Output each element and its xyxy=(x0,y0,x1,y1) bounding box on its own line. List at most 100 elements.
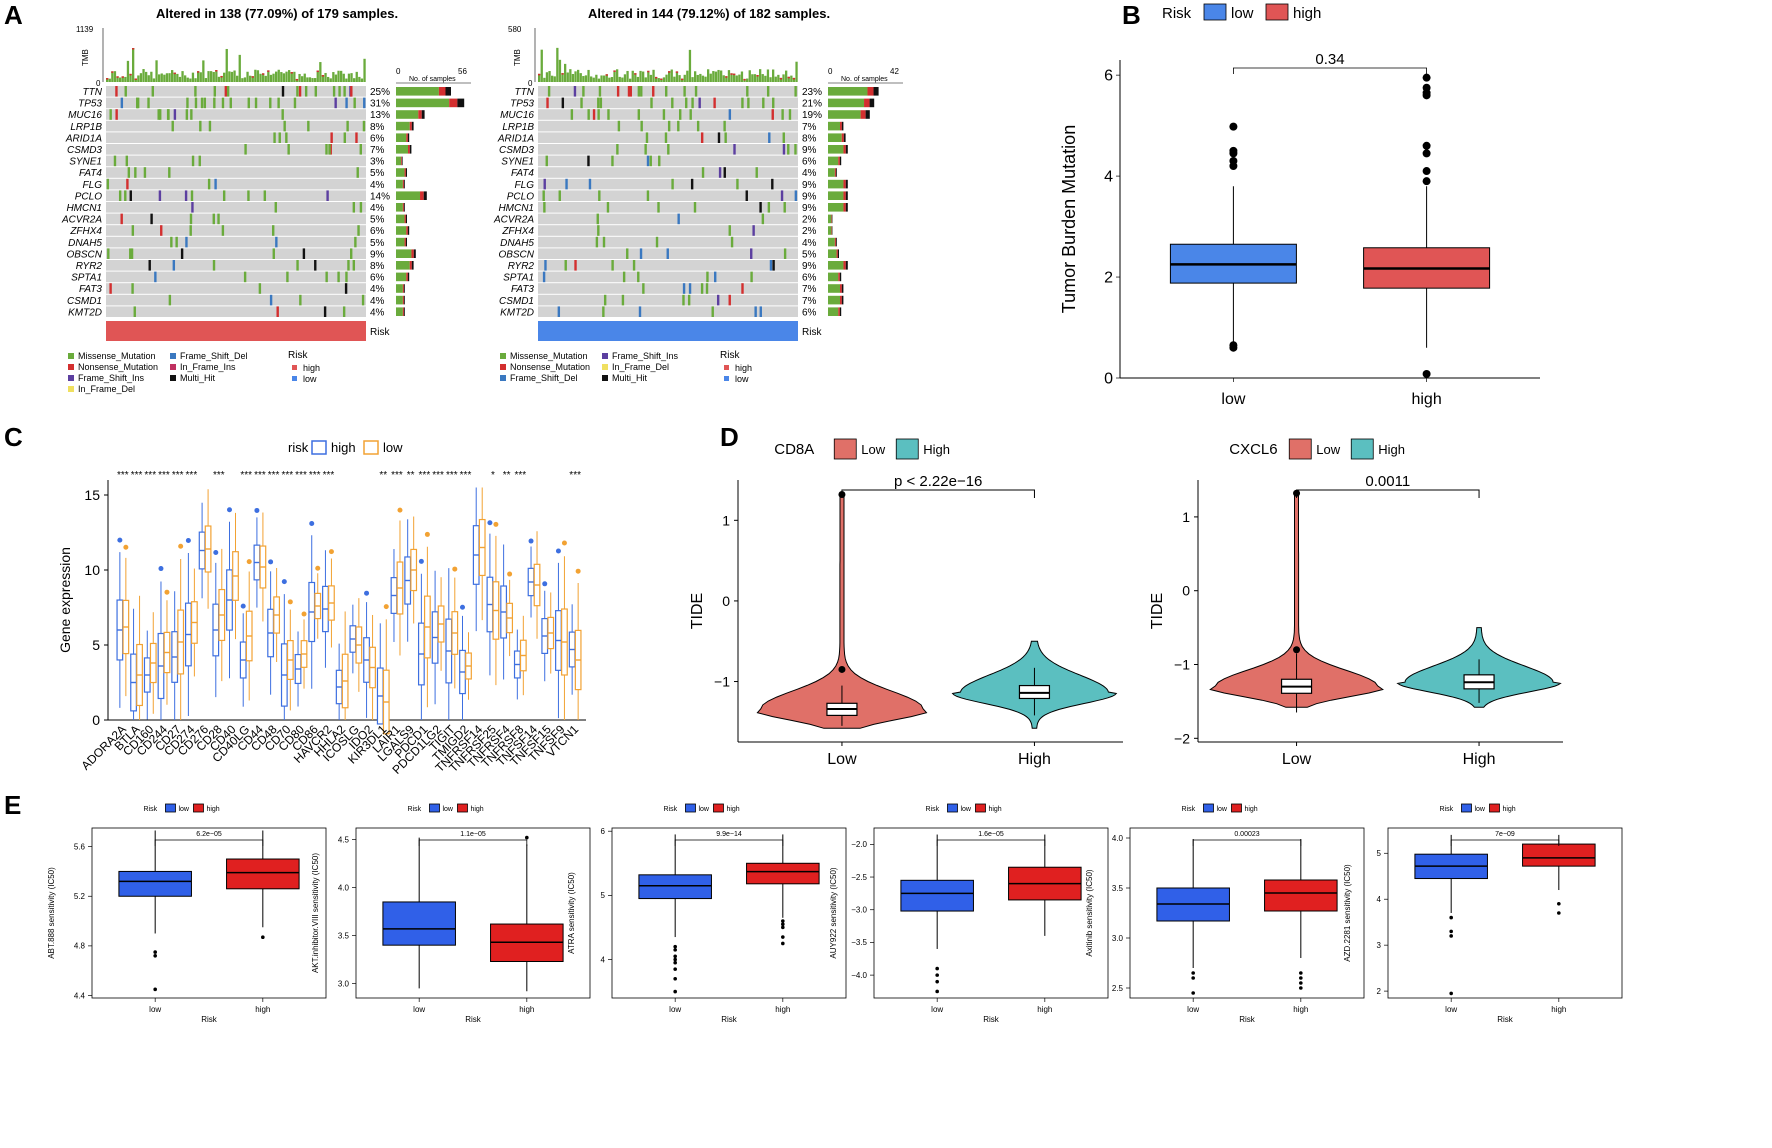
mutation-cell xyxy=(768,132,771,143)
gene-label: TTN xyxy=(515,87,535,98)
sample-bar xyxy=(873,87,879,96)
x-tick-label: Low xyxy=(1282,751,1312,768)
mutation-cell xyxy=(767,202,771,213)
tmb-bar xyxy=(171,70,174,82)
sample-bar xyxy=(396,156,402,166)
mutation-cell xyxy=(691,97,694,109)
sample-bar xyxy=(835,168,837,177)
mutation-cell xyxy=(772,260,775,271)
outlier-point xyxy=(1229,341,1238,350)
tmb-bar xyxy=(132,48,135,82)
legend-swatch xyxy=(685,803,696,813)
mutation-cell xyxy=(278,132,281,143)
mutation-cell xyxy=(664,132,668,143)
sample-bar xyxy=(843,133,846,142)
tmb-bar xyxy=(295,78,299,82)
mutation-cell xyxy=(171,120,174,132)
legend-label: low xyxy=(383,440,403,455)
gene-percent: 8% xyxy=(370,122,385,133)
tmb-bar xyxy=(355,71,358,82)
tmb-bar xyxy=(558,59,562,82)
sample-bar xyxy=(401,156,403,166)
mutation-cell xyxy=(269,294,273,306)
tmb-bar xyxy=(569,69,572,82)
gene-label: FAT3 xyxy=(511,284,534,295)
mutation-cell xyxy=(639,248,643,259)
gene-percent: 5% xyxy=(802,249,817,260)
significance-bracket xyxy=(1450,839,1560,846)
gene-percent: 5% xyxy=(370,168,385,179)
mutation-cell xyxy=(637,271,640,283)
gene-label: ZFHX4 xyxy=(69,226,102,237)
mutation-cell xyxy=(598,190,601,201)
tmb-bar xyxy=(730,73,733,82)
mutation-cell xyxy=(616,144,619,155)
tmb-bar-top xyxy=(538,73,541,76)
outlier-point xyxy=(227,507,232,513)
tmb-bar xyxy=(629,78,632,82)
mutation-cell xyxy=(650,97,653,109)
mutation-cell xyxy=(226,86,230,97)
tmb-bar xyxy=(121,76,124,82)
tmb-bar-top xyxy=(660,78,663,81)
mutation-cell xyxy=(733,144,736,155)
mutation-cell xyxy=(314,260,317,271)
gene-percent: 4% xyxy=(370,180,385,191)
sample-bar xyxy=(411,121,414,131)
legend-swatch xyxy=(602,364,608,370)
sample-bar xyxy=(407,272,410,282)
gene-row-bg xyxy=(538,167,798,178)
tmb-bar xyxy=(696,74,699,82)
tmb-bar xyxy=(704,76,707,82)
mutation-cell xyxy=(158,190,162,201)
gene-row-bg xyxy=(538,178,798,190)
outlier-point xyxy=(1422,141,1431,150)
sample-bar xyxy=(445,87,451,96)
outlier-point xyxy=(1299,976,1303,980)
mutation-cell xyxy=(587,155,590,167)
x-tick-label: High xyxy=(1018,751,1051,768)
gene-label: PCLO xyxy=(75,191,102,202)
gene-percent: 9% xyxy=(802,203,817,214)
y-axis-label: TIDE xyxy=(689,593,706,629)
gene-percent: 4% xyxy=(802,238,817,249)
mutation-cell xyxy=(151,86,154,97)
mutation-cell xyxy=(547,86,551,97)
legend-swatch xyxy=(1489,803,1500,813)
gene-percent: 7% xyxy=(370,145,385,156)
mutation-cell xyxy=(545,155,548,167)
tmb-bar xyxy=(717,69,720,82)
mutation-cell xyxy=(359,144,362,155)
gene-label: KMT2D xyxy=(68,307,102,318)
tmb-bar xyxy=(282,73,286,82)
outlier-point xyxy=(493,521,499,527)
gene-label: FAT4 xyxy=(511,168,534,179)
x-tick-label: low xyxy=(1221,391,1245,408)
mutation-cell xyxy=(782,132,785,143)
gene-percent: 5% xyxy=(370,215,385,226)
sample-bar xyxy=(840,284,842,293)
legend-swatch xyxy=(500,364,506,370)
sample-bar xyxy=(403,179,405,189)
sample-bar xyxy=(438,87,446,96)
mutation-cell xyxy=(621,294,625,306)
tmb-bar xyxy=(230,71,234,82)
legend-label: Frame_Shift_Ins xyxy=(78,373,145,383)
sample-bar xyxy=(828,307,839,316)
tmb-bar xyxy=(566,72,569,82)
y-tick-label: −3.0 xyxy=(851,906,867,915)
legend-label: Missense_Mutation xyxy=(510,351,588,361)
sample-bar xyxy=(407,133,410,142)
mutation-cell xyxy=(714,271,717,283)
tmb-bar xyxy=(267,70,270,82)
tmb-bar xyxy=(337,70,340,82)
tmb-bar xyxy=(777,74,780,82)
mutation-cell xyxy=(328,144,331,155)
tmb-bar xyxy=(207,71,210,82)
outlier-point xyxy=(1229,122,1238,131)
legend-swatch xyxy=(1461,803,1472,813)
box-high xyxy=(226,858,300,890)
outlier-point xyxy=(364,590,370,596)
tmb-bar-top xyxy=(134,78,137,80)
legend-swatch xyxy=(895,438,919,460)
